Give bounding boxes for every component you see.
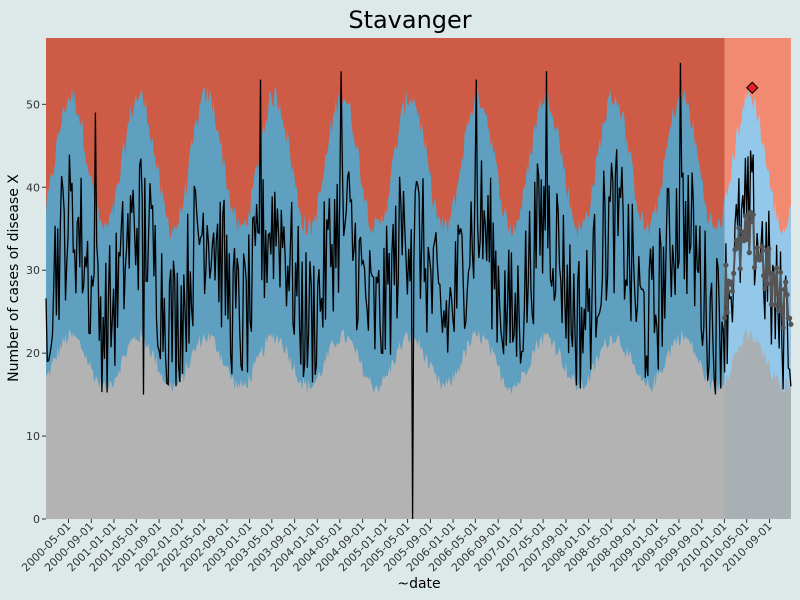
forecast-point	[783, 279, 789, 285]
forecast-point	[787, 315, 793, 321]
forecast-point	[750, 212, 756, 218]
forecast-point	[779, 306, 785, 312]
forecast-point	[780, 325, 786, 331]
y-tick-label: 10	[26, 430, 40, 443]
forecast-point	[746, 250, 752, 256]
forecast-point	[754, 245, 760, 251]
forecast-point	[777, 269, 784, 275]
alert-marker	[746, 81, 759, 94]
forecast-point	[757, 257, 763, 263]
forecast-point	[766, 246, 772, 252]
forecast-point	[761, 273, 767, 279]
forecast-point	[723, 262, 729, 268]
forecast-point	[772, 302, 778, 308]
y-axis-label: Number of cases of disease X	[6, 174, 22, 382]
forecast-low-band	[724, 330, 791, 519]
forecast-point	[775, 291, 781, 297]
forecast-line	[723, 212, 792, 328]
forecast-point	[744, 236, 750, 242]
y-tick-label: 20	[26, 347, 40, 360]
y-tick-label: 30	[26, 264, 40, 277]
y-tick-label: 0	[33, 513, 40, 526]
history-low-band	[46, 329, 725, 519]
forecast-point	[781, 286, 788, 292]
forecast-point	[762, 285, 768, 291]
y-tick-label: 50	[26, 98, 40, 111]
forecast-point	[729, 288, 736, 294]
forecast-point	[768, 301, 775, 307]
chart-title: Stavanger	[348, 6, 471, 34]
observed-series	[45, 62, 792, 520]
alert-markers	[746, 81, 759, 94]
forecast-point	[758, 253, 764, 259]
forecast-point	[737, 266, 743, 272]
forecast-point	[733, 237, 739, 243]
forecast-point	[740, 229, 746, 235]
threshold-bands	[46, 38, 791, 519]
forecast-point	[759, 244, 765, 250]
y-axis: 0 10 20 30 40 50	[26, 98, 46, 526]
forecast-point	[749, 218, 755, 224]
forecast-point	[771, 274, 777, 280]
forecast-point	[774, 265, 780, 271]
y-tick-label: 40	[26, 181, 40, 194]
forecast-point	[788, 321, 794, 327]
observed-line	[45, 62, 792, 520]
forecast-point	[784, 292, 790, 298]
x-axis: 2000-05-012000-09-012001-01-012001-05-01…	[19, 519, 775, 574]
forecast-point	[731, 270, 737, 276]
forecast-point	[728, 279, 734, 285]
x-axis-label: ~date	[397, 576, 440, 592]
forecast-point	[735, 245, 741, 251]
forecast-series	[722, 209, 794, 331]
plot-area	[45, 38, 794, 520]
forecast-point	[722, 315, 728, 321]
forecast-point	[724, 309, 730, 315]
forecast-point	[764, 281, 771, 287]
forecast-point	[736, 225, 742, 231]
forecast-point	[751, 264, 758, 270]
